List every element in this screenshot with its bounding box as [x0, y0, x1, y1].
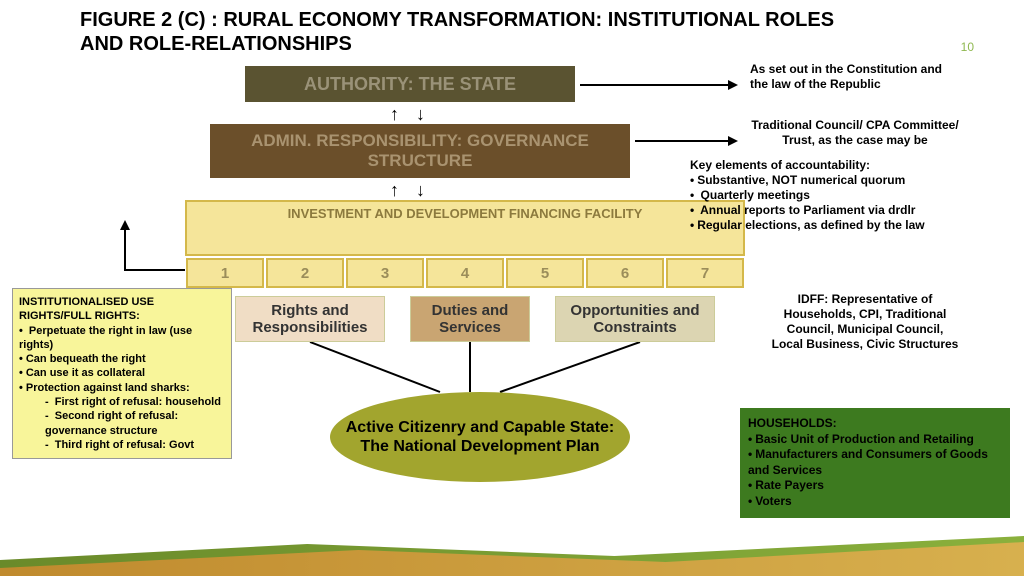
authority-box: AUTHORITY: THE STATE — [245, 66, 575, 102]
inst-item-3: Can use it as collateral — [19, 366, 225, 380]
note-council: Traditional Council/ CPA Committee/ Trus… — [745, 118, 965, 148]
ndp-ellipse: Active Citizenry and Capable State: The … — [330, 392, 630, 482]
hh-item-1: Basic Unit of Production and Retailing — [748, 432, 1002, 448]
acc-item-2: Quarterly meetings — [690, 188, 950, 203]
note-idff-rep: IDFF: Representative of Households, CPI,… — [770, 292, 960, 352]
admin-box: ADMIN. RESPONSIBILITY: GOVERNANCE STRUCT… — [210, 124, 630, 178]
page-number: 10 — [961, 40, 974, 54]
idff-slots: 1 2 3 4 5 6 7 — [185, 258, 745, 288]
arrows-admin-idff: ↑ ↓ — [390, 180, 431, 201]
note-institutional: INSTITUTIONALISED USE RIGHTS/FULL RIGHTS… — [12, 288, 232, 459]
inst-item-2: Can bequeath the right — [19, 352, 225, 366]
accountability-head: Key elements of accountability: — [690, 158, 870, 172]
inst-item-4: Protection against land sharks: — [19, 381, 225, 395]
arrow-to-council — [635, 140, 730, 142]
hh-item-3: Rate Payers — [748, 478, 1002, 494]
refusal-3: Third right of refusal: Govt — [45, 438, 225, 452]
slot-6: 6 — [586, 258, 664, 288]
slot-2: 2 — [266, 258, 344, 288]
slot-7: 7 — [666, 258, 744, 288]
households-head: HOUSEHOLDS: — [748, 416, 837, 430]
slot-3: 3 — [346, 258, 424, 288]
refusal-1: First right of refusal: household — [45, 395, 225, 409]
note-accountability: Key elements of accountability: Substant… — [690, 158, 950, 233]
duties-box: Duties and Services — [410, 296, 530, 342]
note-households: HOUSEHOLDS: Basic Unit of Production and… — [740, 408, 1010, 518]
refusal-2: Second right of refusal: governance stru… — [45, 409, 225, 438]
inst-item-1: Perpetuate the right in law (use rights) — [19, 324, 225, 353]
hh-item-4: Voters — [748, 494, 1002, 510]
acc-item-1: Substantive, NOT numerical quorum — [690, 173, 950, 188]
figure-title: FIGURE 2 (C) : RURAL ECONOMY TRANSFORMAT… — [80, 8, 880, 56]
inst-head: INSTITUTIONALISED USE RIGHTS/FULL RIGHTS… — [19, 296, 154, 322]
opps-box: Opportunities and Constraints — [555, 296, 715, 342]
acc-item-4: Regular elections, as defined by the law — [690, 218, 950, 233]
hh-item-2: Manufacturers and Consumers of Goods and… — [748, 447, 1002, 478]
note-constitution: As set out in the Constitution and the l… — [750, 62, 960, 92]
arrow-to-constitution — [580, 84, 730, 86]
rights-box: Rights and Responsibilities — [235, 296, 385, 342]
slot-1: 1 — [186, 258, 264, 288]
arrows-auth-admin: ↑ ↓ — [390, 104, 431, 125]
idff-box: INVESTMENT AND DEVELOPMENT FINANCING FAC… — [185, 200, 745, 256]
slot-4: 4 — [426, 258, 504, 288]
acc-item-3: Annual reports to Parliament via drdlr — [690, 203, 950, 218]
arrow-left-up — [115, 220, 195, 280]
slot-5: 5 — [506, 258, 584, 288]
